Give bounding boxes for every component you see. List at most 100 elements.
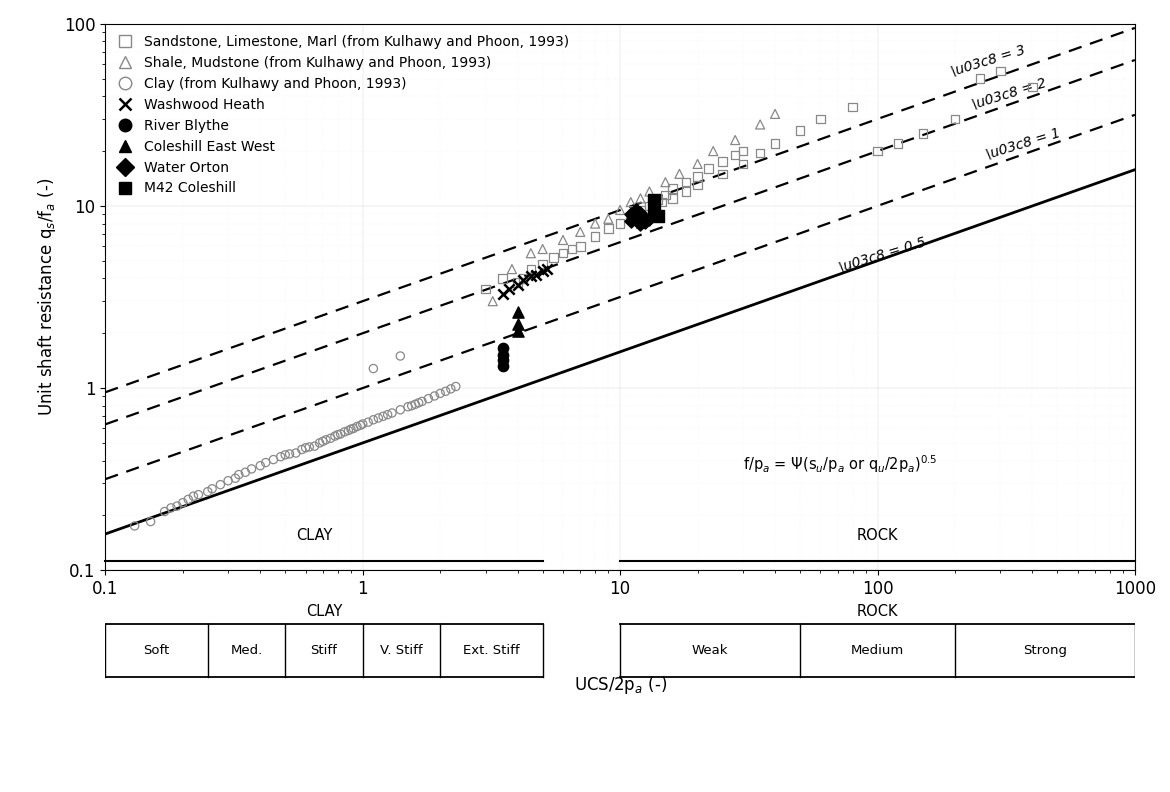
Point bbox=[436, 385, 455, 398]
Point bbox=[631, 204, 649, 216]
Text: Med.: Med. bbox=[230, 644, 262, 657]
Point bbox=[494, 272, 512, 285]
Point bbox=[296, 441, 315, 454]
Point bbox=[325, 430, 344, 443]
Point bbox=[599, 223, 618, 235]
Point bbox=[751, 118, 770, 131]
Point bbox=[310, 436, 329, 449]
Point bbox=[991, 65, 1010, 78]
Point bbox=[399, 401, 418, 413]
Legend: Sandstone, Limestone, Marl (from Kulhawy and Phoon, 1993), Shale, Mudstone (from: Sandstone, Limestone, Marl (from Kulhawy… bbox=[111, 29, 574, 201]
Point bbox=[635, 215, 654, 228]
Point bbox=[250, 459, 269, 472]
Point bbox=[287, 447, 305, 459]
Point bbox=[314, 435, 332, 447]
Text: Strong: Strong bbox=[1023, 644, 1067, 657]
Point bbox=[599, 212, 618, 225]
Point bbox=[868, 145, 887, 158]
Point bbox=[621, 208, 640, 221]
Point bbox=[734, 158, 752, 170]
Point bbox=[1023, 81, 1041, 93]
Point bbox=[229, 468, 248, 481]
Point bbox=[514, 272, 532, 285]
Point bbox=[494, 348, 512, 361]
Text: \u03c8 = 2: \u03c8 = 2 bbox=[971, 75, 1048, 112]
Point bbox=[167, 500, 186, 512]
Point bbox=[202, 482, 221, 495]
Point bbox=[645, 206, 663, 219]
Point bbox=[538, 263, 557, 276]
Point bbox=[586, 230, 605, 243]
Point bbox=[173, 497, 192, 509]
Point bbox=[351, 419, 370, 432]
Point bbox=[339, 425, 358, 437]
Point bbox=[184, 489, 202, 502]
Point bbox=[236, 466, 255, 478]
Text: ROCK: ROCK bbox=[856, 528, 899, 543]
Point bbox=[500, 283, 518, 295]
Point bbox=[226, 472, 245, 485]
Point bbox=[305, 440, 324, 452]
Point bbox=[292, 444, 311, 456]
Point bbox=[791, 124, 810, 137]
Point bbox=[656, 176, 675, 188]
Point bbox=[179, 493, 198, 505]
Point bbox=[156, 505, 174, 518]
Point bbox=[494, 354, 512, 367]
Point bbox=[971, 72, 990, 85]
Point bbox=[534, 242, 552, 255]
Point bbox=[611, 204, 629, 216]
Point bbox=[914, 127, 932, 139]
Point bbox=[391, 403, 410, 416]
Point bbox=[688, 158, 707, 170]
Point bbox=[698, 162, 717, 175]
Point bbox=[631, 217, 649, 230]
Point bbox=[322, 432, 340, 444]
Point bbox=[161, 501, 180, 514]
Point bbox=[811, 112, 830, 125]
Point bbox=[765, 108, 784, 120]
Point bbox=[142, 516, 160, 528]
Point bbox=[483, 295, 502, 307]
Point bbox=[335, 425, 353, 438]
Point bbox=[402, 399, 421, 412]
Point bbox=[276, 448, 295, 461]
Point bbox=[508, 325, 526, 337]
Point bbox=[648, 193, 667, 206]
Point bbox=[553, 234, 572, 246]
Point bbox=[211, 478, 229, 491]
Text: \u03c8 = 3: \u03c8 = 3 bbox=[949, 43, 1027, 78]
Point bbox=[676, 185, 695, 198]
Point bbox=[522, 270, 541, 283]
Point bbox=[586, 217, 605, 230]
Point bbox=[494, 287, 512, 300]
Text: Weak: Weak bbox=[691, 644, 728, 657]
Point bbox=[631, 192, 649, 204]
Point bbox=[190, 489, 208, 501]
Point bbox=[508, 276, 526, 289]
Point bbox=[734, 145, 752, 158]
Point bbox=[663, 182, 682, 195]
Point bbox=[725, 149, 744, 162]
Point bbox=[534, 257, 552, 270]
Point bbox=[300, 440, 318, 453]
Point bbox=[663, 192, 682, 204]
Point bbox=[281, 447, 300, 460]
Point bbox=[419, 392, 438, 405]
Point bbox=[364, 413, 383, 426]
Point bbox=[688, 179, 707, 192]
Point bbox=[522, 247, 541, 260]
Text: CLAY: CLAY bbox=[305, 604, 342, 619]
Point bbox=[410, 397, 428, 409]
Point bbox=[264, 453, 283, 466]
Point bbox=[522, 263, 541, 276]
Point bbox=[508, 307, 526, 319]
Point bbox=[640, 200, 659, 212]
Point bbox=[640, 185, 659, 198]
Point bbox=[631, 206, 649, 219]
Point bbox=[503, 263, 522, 276]
Point bbox=[621, 196, 640, 208]
Point bbox=[844, 101, 862, 113]
Text: V. Stiff: V. Stiff bbox=[380, 644, 422, 657]
Point bbox=[714, 155, 732, 168]
